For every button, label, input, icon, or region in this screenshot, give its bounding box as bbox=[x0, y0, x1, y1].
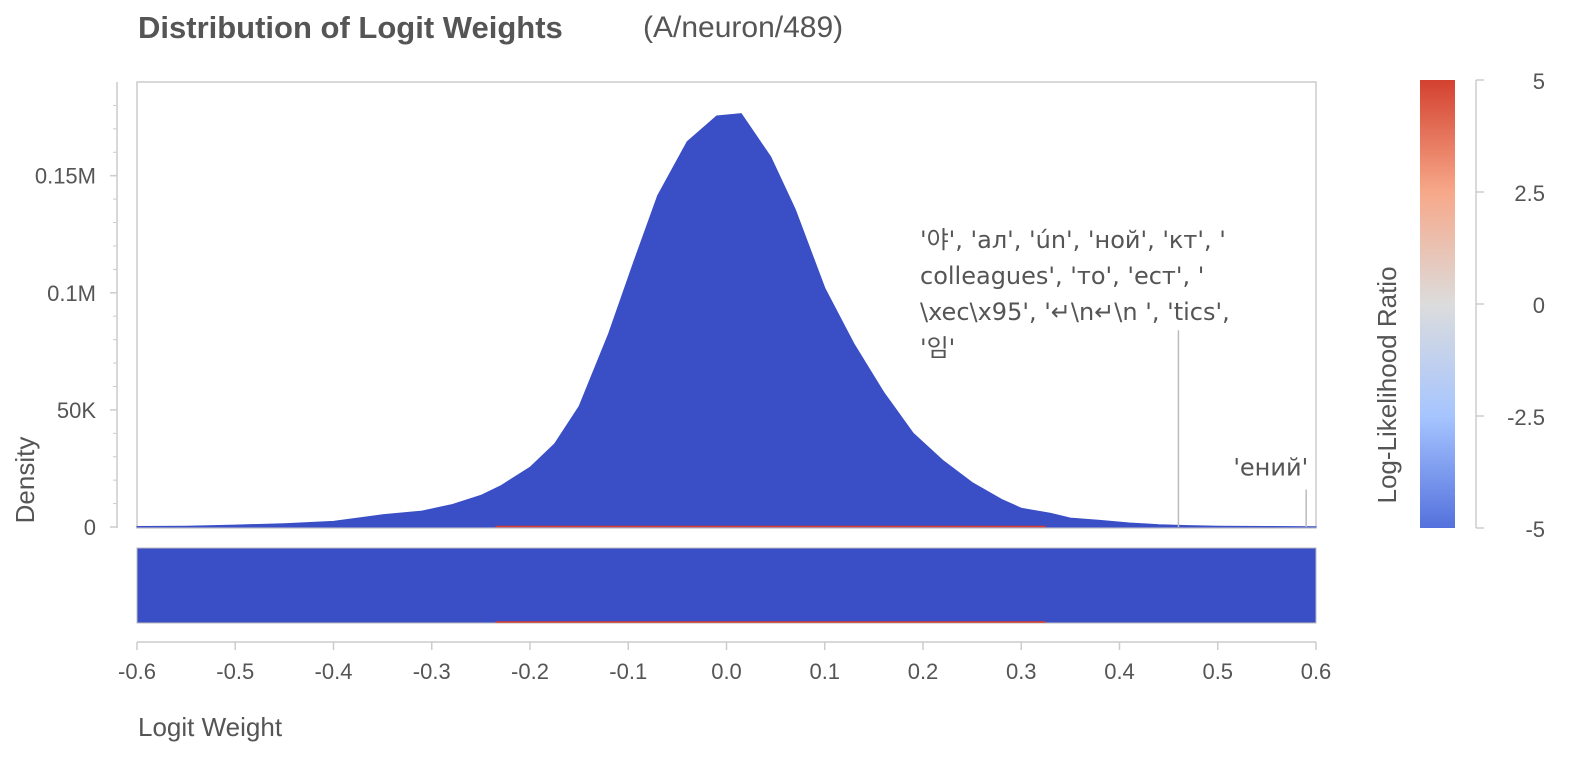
colorbar-tick-label: 2.5 bbox=[1514, 181, 1545, 206]
strip-bar bbox=[136, 547, 1317, 624]
colorbar-tick-label: -5 bbox=[1525, 517, 1545, 542]
colorbar-tick-label: 5 bbox=[1533, 69, 1545, 94]
x-tick-label: 0.6 bbox=[1301, 659, 1332, 684]
colorbar-ticks: 5 2.5 0 -2.5 -5 bbox=[1476, 69, 1545, 542]
chart-subtitle: (A/neuron/489) bbox=[643, 11, 843, 44]
x-tick-label: -0.4 bbox=[315, 659, 353, 684]
annotations-group: '야', 'ал', 'ún', 'ной', 'кт', ' colleague… bbox=[920, 226, 1308, 527]
x-axis-title: Logit Weight bbox=[138, 712, 283, 742]
x-axis-ticks: -0.6 -0.5 -0.4 -0.3 -0.2 -0.1 0.0 0.1 0.2 0.3 0.4 0… bbox=[118, 642, 1331, 684]
annotation-text: \xec\x95', '↵\n↵\n ', 'tics', bbox=[920, 298, 1230, 326]
y-axis-ticks: 0 50K 0.1M 0.15M bbox=[35, 104, 117, 540]
x-tick-label: 0.0 bbox=[711, 659, 742, 684]
x-tick-label: -0.6 bbox=[118, 659, 156, 684]
x-tick-label: -0.3 bbox=[413, 659, 451, 684]
annotation-text: colleagues', 'то', 'ест', ' bbox=[920, 262, 1204, 290]
strip-group bbox=[136, 547, 1317, 624]
y-axis-title: Density bbox=[10, 437, 40, 524]
x-tick-label: 0.1 bbox=[809, 659, 840, 684]
colorbar-tick-label: 0 bbox=[1533, 293, 1545, 318]
x-tick-label: 0.5 bbox=[1202, 659, 1233, 684]
y-tick-label: 0.1M bbox=[47, 281, 96, 306]
colorbar-tick-label: -2.5 bbox=[1507, 405, 1545, 430]
colorbar bbox=[1420, 80, 1455, 528]
x-tick-label: 0.3 bbox=[1006, 659, 1037, 684]
x-tick-label: -0.1 bbox=[609, 659, 647, 684]
chart-title: Distribution of Logit Weights bbox=[138, 10, 563, 45]
density-area bbox=[136, 113, 1317, 528]
x-tick-label: 0.4 bbox=[1104, 659, 1135, 684]
annotation-text: 'ений' bbox=[1233, 454, 1308, 482]
y-tick-label: 50K bbox=[57, 398, 96, 423]
density-area-group bbox=[136, 113, 1317, 528]
annotation-text: '야', 'ал', 'ún', 'ной', 'кт', ' bbox=[920, 226, 1226, 254]
annotation-text: '임' bbox=[920, 334, 955, 362]
y-tick-label: 0.15M bbox=[35, 164, 96, 189]
y-tick-label: 0 bbox=[84, 515, 96, 540]
x-tick-label: -0.5 bbox=[216, 659, 254, 684]
x-tick-label: -0.2 bbox=[511, 659, 549, 684]
colorbar-title: Log-Likelihood Ratio bbox=[1372, 266, 1402, 503]
x-tick-label: 0.2 bbox=[908, 659, 939, 684]
